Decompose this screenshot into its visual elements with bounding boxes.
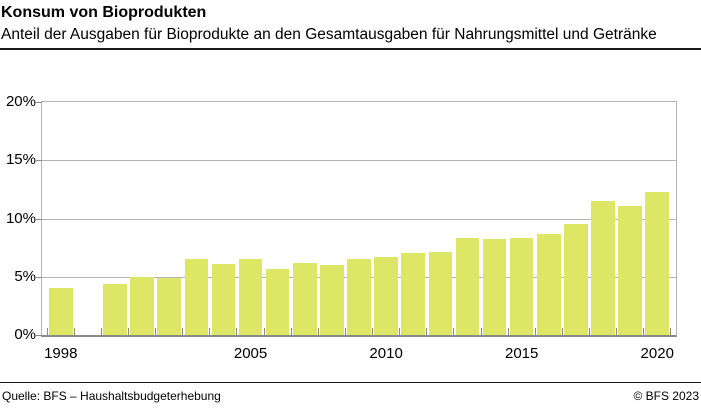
x-axis-label-2010: 2010 (369, 345, 403, 362)
x-axis-tick (643, 328, 645, 335)
x-axis-tick (453, 328, 455, 335)
y-axis-tick-10 (36, 218, 42, 220)
chart-subtitle: Anteil der Ausgaben für Bioprodukte an d… (1, 26, 657, 43)
bar-2019 (618, 205, 642, 335)
y-axis-label-0: 0% (14, 326, 36, 343)
header-divider (0, 48, 701, 50)
chart-title: Konsum von Bioprodukten (1, 4, 207, 21)
x-axis-tick (426, 328, 428, 335)
x-axis-tick (670, 328, 672, 335)
bar-2011 (401, 253, 425, 335)
bar-2014 (482, 239, 507, 335)
x-axis-tick (290, 328, 292, 335)
x-axis-tick (372, 328, 374, 335)
x-axis-tick (46, 328, 48, 335)
x-axis-tick (507, 328, 509, 335)
x-axis-label-1998: 1998 (44, 345, 78, 362)
bar-2016 (537, 233, 561, 335)
bar-2000 (103, 283, 127, 335)
source-text: Quelle: BFS – Haushaltsbudgeterhebung (2, 389, 221, 403)
bar-2017 (564, 224, 588, 335)
copyright-text: © BFS 2023 (633, 389, 699, 403)
x-axis-label-2015: 2015 (504, 345, 539, 362)
x-axis-tick (263, 328, 265, 335)
bar-2008 (320, 265, 344, 335)
x-axis-tick (128, 328, 130, 335)
x-axis-tick (588, 328, 590, 335)
bar-2015 (509, 238, 534, 335)
footer-divider (0, 382, 701, 383)
bar-2001 (130, 276, 154, 335)
bar-2012 (428, 252, 453, 335)
x-axis-tick (155, 328, 157, 335)
bar-2007 (293, 262, 317, 335)
x-axis-tick (100, 328, 102, 335)
x-axis-tick (561, 328, 563, 335)
x-axis-label-2020: 2020 (640, 345, 674, 362)
x-axis-tick (182, 328, 184, 335)
x-axis-tick (480, 328, 482, 335)
bar-2002 (157, 277, 181, 335)
bar-2013 (455, 238, 480, 335)
y-axis-label-5: 5% (14, 267, 36, 285)
x-axis-tick (344, 328, 346, 335)
x-axis-label-2005: 2005 (233, 345, 268, 362)
y-axis-label-20: 20% (5, 93, 36, 110)
x-axis-tick (209, 328, 211, 335)
x-axis-tick (317, 328, 319, 335)
bar-2004 (211, 263, 236, 335)
bar-2010 (374, 256, 398, 335)
bar-2003 (184, 259, 209, 335)
x-axis-tick (399, 328, 401, 335)
y-axis-tick-15 (36, 160, 42, 162)
x-axis-tick (73, 328, 75, 335)
x-axis-tick (236, 328, 238, 335)
gridline-15 (42, 160, 676, 162)
y-axis-tick-5 (36, 276, 42, 278)
y-axis-tick-0 (36, 335, 42, 336)
gridline-10 (42, 218, 676, 220)
y-axis-label-15: 15% (5, 151, 36, 169)
x-axis-tick (534, 328, 536, 335)
bar-1998 (49, 288, 73, 335)
bar-2005 (238, 259, 263, 335)
bar-2006 (265, 268, 290, 335)
bar-2009 (347, 259, 371, 335)
y-axis-label-10: 10% (5, 209, 36, 227)
y-axis-tick-20 (36, 102, 42, 103)
x-axis-tick (616, 328, 618, 335)
bar-2018 (591, 201, 615, 335)
plot-area (36, 101, 677, 337)
bar-2020 (645, 191, 669, 335)
